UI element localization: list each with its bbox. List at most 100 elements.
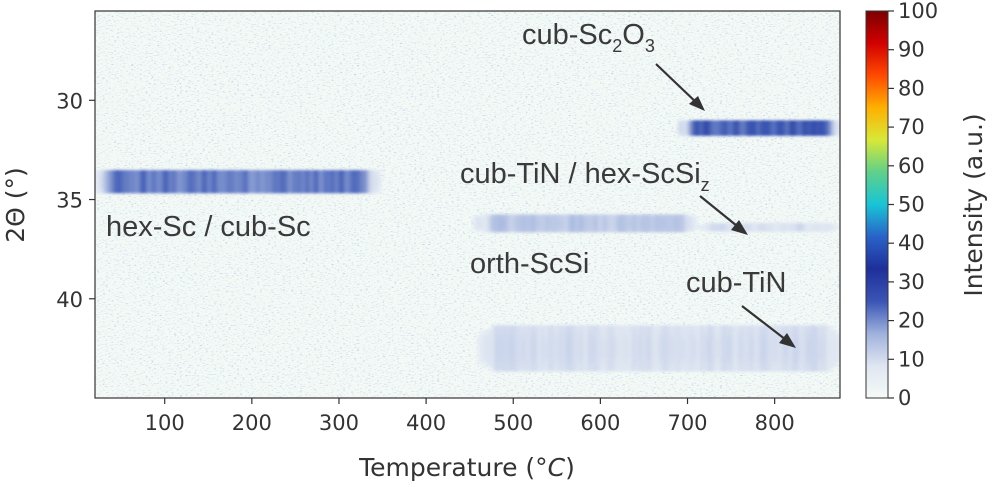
- heatmap-cell: [788, 120, 792, 136]
- heatmap-cell: [796, 120, 800, 136]
- heatmap-cell: [338, 170, 342, 194]
- heatmap-cell: [736, 120, 740, 136]
- colorbar-title: Intensity (a.u.): [959, 113, 988, 296]
- heatmap-cell: [598, 325, 602, 372]
- x-tick-label: 100: [145, 411, 185, 435]
- heatmap-cell: [742, 325, 746, 372]
- heatmap-cell: [559, 325, 563, 372]
- heatmap-cell: [322, 170, 326, 194]
- heatmap-cell: [793, 120, 798, 136]
- arrow-cub-sc2o3: [655, 63, 701, 107]
- heatmap-cell: [743, 223, 747, 232]
- heatmap-cell: [97, 170, 101, 194]
- heatmap-cell: [774, 222, 778, 233]
- heatmap-cell: [508, 214, 512, 233]
- heatmap-cell: [687, 325, 691, 372]
- y-tick-label: 35: [56, 189, 83, 213]
- heatmap-cell: [123, 170, 127, 194]
- heatmap-cell: [546, 325, 550, 372]
- heatmap-cell: [173, 170, 177, 194]
- heatmap-cell: [721, 325, 725, 372]
- heatmap-cell: [645, 325, 649, 372]
- heatmap-cell: [705, 325, 710, 372]
- heatmap-cell: [726, 325, 730, 372]
- heatmap-cell: [121, 170, 125, 194]
- heatmap-cell: [494, 325, 498, 372]
- heatmap-cell: [359, 170, 363, 194]
- heatmap-cell: [812, 325, 817, 372]
- x-tick-label: 400: [406, 411, 446, 435]
- heatmap-cell: [591, 214, 595, 233]
- heatmap-cell: [702, 120, 706, 136]
- heatmap-cell: [637, 325, 642, 372]
- heatmap-cell: [241, 170, 245, 194]
- heatmap-cell: [186, 170, 190, 194]
- heatmap-cell: [650, 325, 655, 372]
- heatmap-cell: [799, 325, 804, 372]
- heatmap-cell: [264, 170, 269, 194]
- heatmap-cell: [704, 120, 709, 136]
- heatmap-cell: [771, 325, 775, 372]
- heatmap-cell: [528, 325, 532, 372]
- heatmap-cell: [560, 214, 564, 233]
- heatmap-cell: [504, 325, 508, 372]
- heatmap-cell: [783, 120, 787, 136]
- heatmap-cell: [713, 325, 717, 372]
- arrow-cub-tin-hex-scsiz: [699, 195, 743, 231]
- heatmap-cell: [100, 170, 104, 194]
- heatmap-cell: [697, 325, 702, 372]
- heatmap-cell: [270, 170, 274, 194]
- heatmap-cell: [764, 223, 768, 232]
- heatmap-cell: [223, 170, 227, 194]
- heatmap-cell: [569, 325, 574, 372]
- annotation-orth-scsi: orth-ScSi: [470, 248, 589, 280]
- heatmap-cell: [492, 214, 496, 233]
- heatmap-cell: [711, 223, 716, 232]
- heatmap-cell: [147, 170, 151, 194]
- heatmap-cell: [800, 223, 805, 232]
- heatmap-cell: [640, 325, 644, 372]
- heatmap-cell: [808, 222, 812, 233]
- heatmap-cell: [772, 222, 776, 233]
- heatmap-cell: [641, 214, 645, 233]
- heatmap-cell: [679, 325, 683, 372]
- heatmap-cell: [696, 225, 700, 230]
- heatmap-cell: [835, 120, 839, 136]
- heatmap-cell: [364, 170, 368, 194]
- phase-band: [678, 120, 840, 136]
- heatmap-cell: [692, 325, 696, 372]
- heatmap-cell: [335, 170, 339, 194]
- heatmap-cell: [144, 170, 148, 194]
- heatmap-cell: [725, 120, 730, 136]
- heatmap-cell: [738, 120, 743, 136]
- heatmap-cell: [603, 325, 608, 372]
- heatmap-cell: [806, 222, 810, 233]
- heatmap-cell: [202, 170, 206, 194]
- heatmap-cells: [95, 11, 840, 398]
- heatmap-cell: [672, 214, 676, 233]
- heatmap-cell: [770, 120, 774, 136]
- heatmap-cell: [575, 325, 579, 372]
- heatmap-cell: [536, 214, 540, 233]
- heatmap-cell: [288, 170, 292, 194]
- heatmap-cell: [638, 214, 642, 233]
- heatmap-cell: [811, 223, 815, 232]
- heatmap-cell: [714, 223, 718, 232]
- heatmap-cell: [562, 325, 566, 372]
- heatmap-cell: [565, 214, 569, 233]
- heatmap-cell: [280, 170, 284, 194]
- heatmap-cell: [277, 170, 282, 194]
- heatmap-cell: [110, 170, 114, 194]
- heatmap-cell: [712, 120, 716, 136]
- phase-band: [478, 325, 840, 372]
- heatmap-cell: [581, 214, 585, 233]
- heatmap-cell: [661, 325, 665, 372]
- heatmap-cell: [275, 170, 279, 194]
- heatmap-cell: [643, 325, 647, 372]
- annotation-cub-tin-hex-scsiz: cub-TiN / hex-ScSiz: [460, 158, 710, 195]
- heatmap-cell: [309, 170, 313, 194]
- heatmap-cell: [718, 325, 723, 372]
- heatmap-cell: [582, 325, 587, 372]
- heatmap-cell: [697, 120, 701, 136]
- heatmap-cell: [662, 214, 666, 233]
